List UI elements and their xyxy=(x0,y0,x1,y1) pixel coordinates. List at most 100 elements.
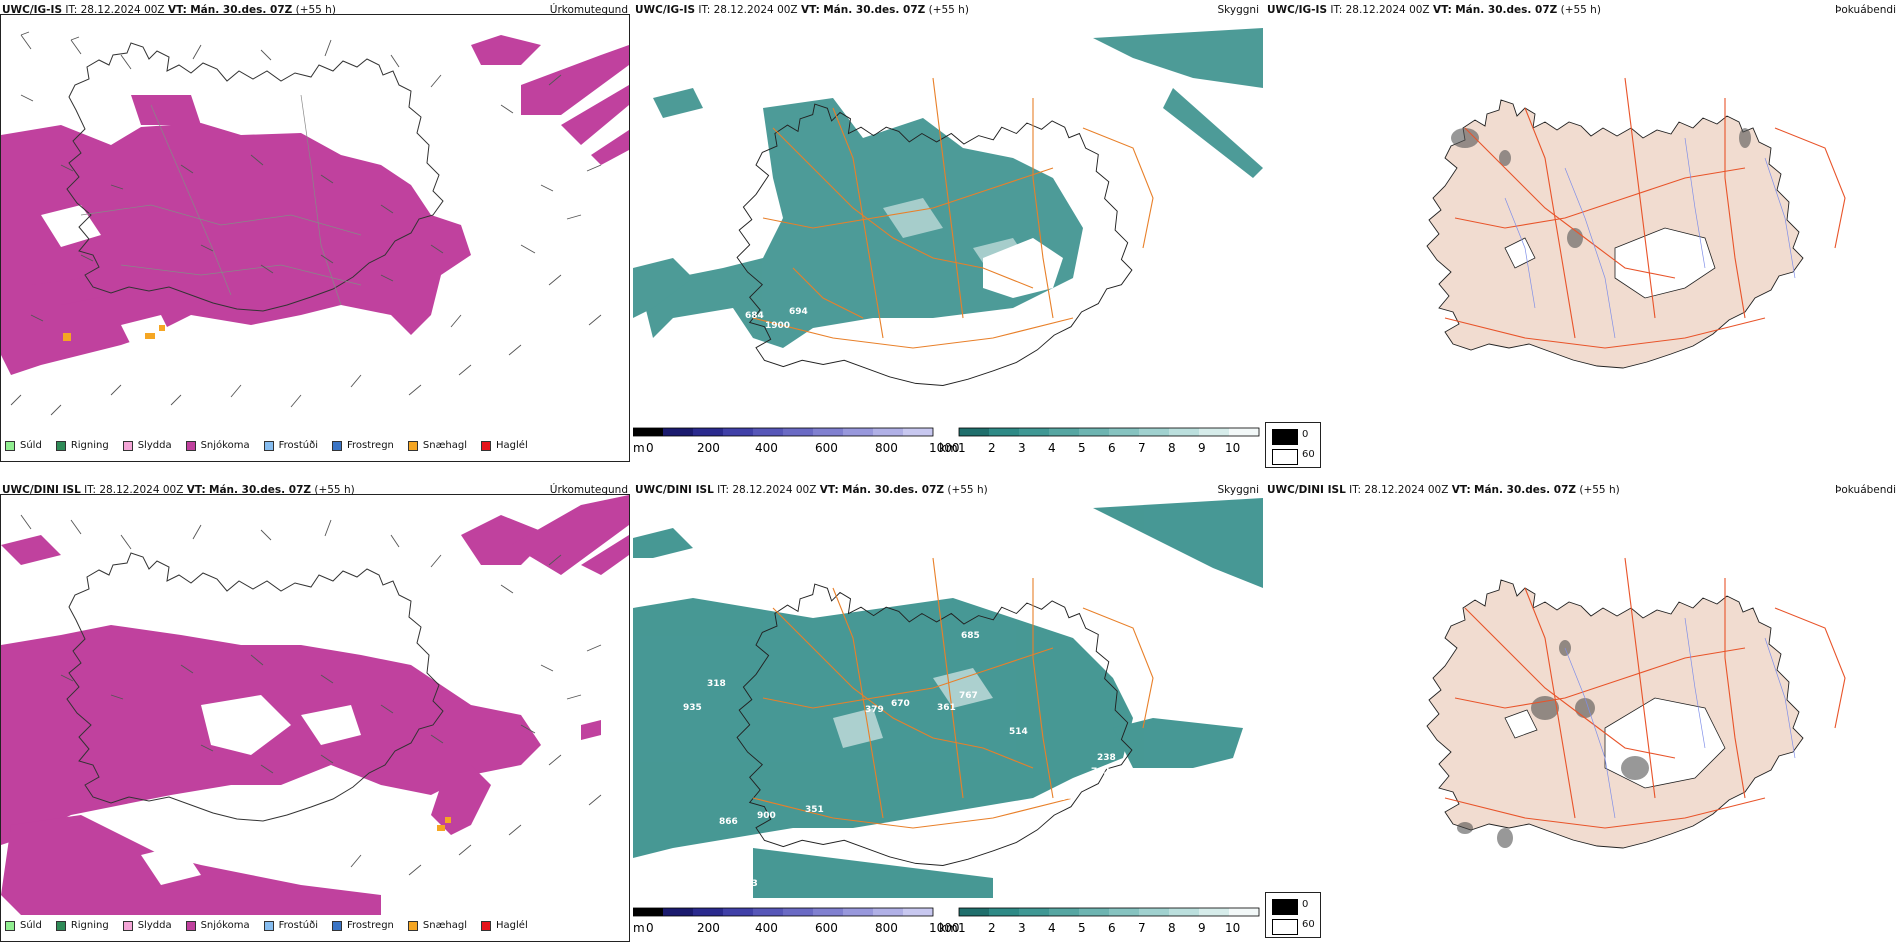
scale-tick: 200 xyxy=(697,921,720,935)
legend-swatch xyxy=(263,440,274,451)
scale-tick: 8 xyxy=(1168,921,1176,935)
scale-tick: 0 xyxy=(646,921,654,935)
vt-value: Mán. 30.des. 07Z xyxy=(842,484,945,496)
panel-header: UWC/DINI ISL IT: 28.12.2024 00Z VT: Mán.… xyxy=(1267,484,1898,500)
it-label: IT: xyxy=(717,484,730,496)
wind-barbs xyxy=(20,514,602,876)
legend-label: Rigning xyxy=(70,920,109,931)
legend-label: Frostúði xyxy=(278,920,318,931)
legend-item: Frostúði xyxy=(263,920,318,931)
legend-swatch xyxy=(263,920,274,931)
legend-label: Snæhagl xyxy=(422,440,468,451)
scale-tick: 2 xyxy=(988,441,996,455)
legend-swatch xyxy=(407,440,418,451)
legend-item: Rigning xyxy=(55,920,109,931)
legend-swatch xyxy=(332,440,342,451)
scale-tick: 400 xyxy=(755,921,778,935)
scale-tick: 1 xyxy=(958,921,966,935)
precip-map xyxy=(1,15,629,435)
precip-legend: Súld Rigning Slydda Snjókoma Frostúði Fr… xyxy=(5,920,528,931)
scale-tick: 0 xyxy=(646,441,654,455)
model-name: UWC/DINI ISL xyxy=(2,484,81,496)
legend-item: Rigning xyxy=(55,440,109,451)
scale-tick: 8 xyxy=(1168,441,1176,455)
fog-label-high: 60 xyxy=(1302,919,1315,930)
height-label: 694 xyxy=(789,307,808,317)
height-label: 790 xyxy=(933,839,952,849)
legend-swatch xyxy=(185,920,196,931)
scale-tick: 2 xyxy=(988,921,996,935)
road-network xyxy=(752,77,1154,349)
model-name: UWC/IG-IS xyxy=(1267,4,1328,16)
height-label: 514 xyxy=(1009,727,1028,737)
it-value: 28.12.2024 00Z xyxy=(1345,4,1430,16)
scale-unit: km xyxy=(939,441,958,455)
scale-tick: 600 xyxy=(815,921,838,935)
scale-tick: 800 xyxy=(875,441,898,455)
height-label: 1900 xyxy=(765,321,790,331)
legend-label: Snæhagl xyxy=(422,920,468,931)
it-label: IT: xyxy=(698,4,711,16)
height-label: 784 xyxy=(637,889,656,898)
height-label: 680 xyxy=(1071,811,1090,821)
height-label: 844 xyxy=(651,853,670,863)
panel-header: UWC/IG-IS IT: 28.12.2024 00Z VT: Mán. 30… xyxy=(2,4,630,20)
visibility-panel: UWC/IG-IS IT: 28.12.2024 00Z VT: Mán. 30… xyxy=(633,0,1263,470)
scale-bars: m 0 200 400 600 800 1000 km xyxy=(633,907,1260,935)
road-network xyxy=(752,557,1154,829)
height-label: 882 xyxy=(685,341,704,351)
forecast-row-dini-isl: UWC/DINI ISL IT: 28.12.2024 00Z VT: Mán.… xyxy=(0,480,1900,950)
legend-label: Frostúði xyxy=(278,440,318,451)
scale-tick: 9 xyxy=(1198,441,1206,455)
legend-item: Snæhagl xyxy=(407,440,468,451)
scale-tick: 200 xyxy=(697,441,720,455)
fog-panel: UWC/IG-IS IT: 28.12.2024 00Z VT: Mán. 30… xyxy=(1265,0,1900,470)
fog-label-low: 0 xyxy=(1302,899,1309,910)
it-value: 28.12.2024 00Z xyxy=(713,4,798,16)
panel-title: Skyggni xyxy=(1217,4,1260,16)
it-value: 28.12.2024 00Z xyxy=(1364,484,1449,496)
legend-label: Rigning xyxy=(70,440,109,451)
legend-item: Haglél xyxy=(481,920,528,931)
legend-swatch xyxy=(332,920,342,931)
lead-time: (+55 h) xyxy=(1579,484,1620,496)
panel-header: UWC/IG-IS IT: 28.12.2024 00Z VT: Mán. 30… xyxy=(1267,4,1898,20)
legend-swatch xyxy=(122,440,133,451)
height-label: 794 xyxy=(911,841,930,851)
height-label: 685 xyxy=(961,631,980,641)
scale-bars: m 0 200 400 600 800 1000 km xyxy=(633,427,1260,455)
legend-item: Súld xyxy=(5,920,42,931)
panel-header: UWC/DINI ISL IT: 28.12.2024 00Z VT: Mán.… xyxy=(635,484,1261,500)
panel-title: Úrkomutegund xyxy=(549,484,628,496)
legend-swatch xyxy=(5,920,15,931)
scale-unit: m xyxy=(633,441,645,455)
road-network xyxy=(1444,77,1846,349)
model-name: UWC/DINI ISL xyxy=(1267,484,1346,496)
forecast-row-ig-is: UWC/IG-IS IT: 28.12.2024 00Z VT: Mán. 30… xyxy=(0,0,1900,470)
scale-tick: 1 xyxy=(958,441,966,455)
legend-swatch xyxy=(5,440,15,451)
it-label: IT: xyxy=(1330,4,1343,16)
legend-swatch xyxy=(481,920,492,931)
panel-title: Þokuábendi xyxy=(1835,484,1896,496)
legend-label: Snjókoma xyxy=(200,440,250,451)
visibility-scale: km 1 2 3 4 5 6 7 8 9 10 xyxy=(939,427,1260,455)
fog-swatch-low xyxy=(1272,429,1298,445)
it-label: IT: xyxy=(84,484,97,496)
rivers xyxy=(1504,137,1796,339)
vt-label: VT: xyxy=(819,484,839,496)
fog-legend: 0 60 xyxy=(1265,892,1321,938)
precip-map xyxy=(1,495,629,915)
visibility-panel: UWC/DINI ISL IT: 28.12.2024 00Z VT: Mán.… xyxy=(633,480,1263,950)
scale-unit: km xyxy=(939,921,958,935)
lead-time: (+55 h) xyxy=(295,4,336,16)
scale-tick: 5 xyxy=(1078,441,1086,455)
legend-item: Slydda xyxy=(122,920,172,931)
vt-label: VT: xyxy=(1451,484,1471,496)
it-value: 28.12.2024 00Z xyxy=(99,484,184,496)
visibility-scale: km 1 2 3 4 5 6 7 8 9 10 xyxy=(939,907,1260,935)
precip-map-frame: Súld Rigning Slydda Snjókoma Frostúði Fr… xyxy=(0,14,630,462)
vt-label: VT: xyxy=(167,4,187,16)
height-label: 379 xyxy=(865,705,884,715)
model-name: UWC/IG-IS xyxy=(635,4,696,16)
